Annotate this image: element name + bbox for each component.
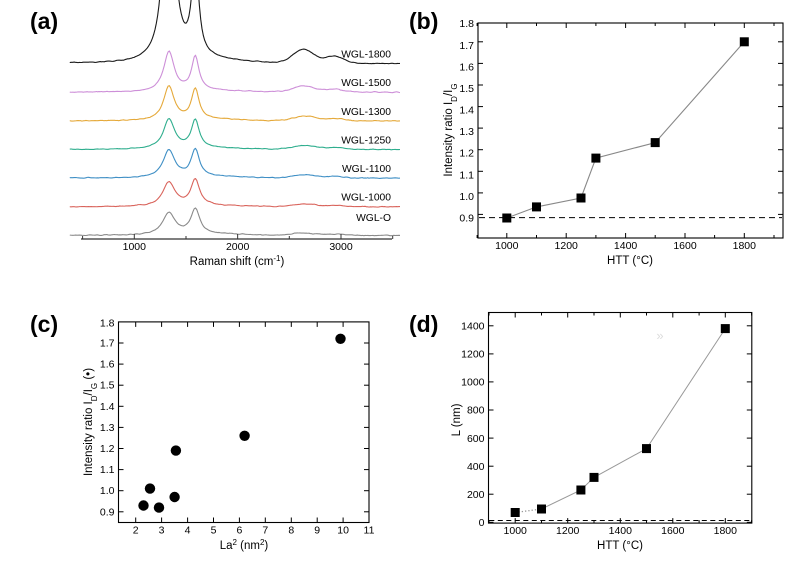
svg-text:2000: 2000 xyxy=(226,241,250,253)
svg-text:WGL-1100: WGL-1100 xyxy=(342,164,391,175)
svg-text:WGL-O: WGL-O xyxy=(356,213,391,224)
svg-text:1000: 1000 xyxy=(123,241,147,253)
svg-text:WGL-1500: WGL-1500 xyxy=(341,78,391,89)
svg-text:3000: 3000 xyxy=(329,241,353,253)
svg-text:WGL-1000: WGL-1000 xyxy=(341,193,391,204)
svg-text:WGL-1800: WGL-1800 xyxy=(341,50,391,61)
svg-text:Raman shift (cm-1): Raman shift (cm-1) xyxy=(190,254,285,269)
svg-text:WGL-1250: WGL-1250 xyxy=(341,135,391,146)
svg-text:WGL-1300: WGL-1300 xyxy=(341,107,391,118)
